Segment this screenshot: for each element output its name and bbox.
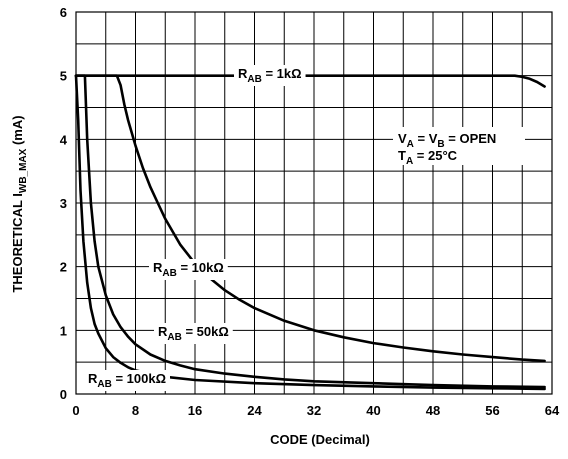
conditions-annotation: VA = VB = OPEN TA = 25°C [393,127,525,167]
y-axis-label-sub: WB_MAX [18,148,29,193]
annotation-ta-sub: A [406,156,413,167]
series-label-50k-group: RAB = 50kΩ [154,323,233,344]
series-group [74,74,546,391]
series-labels: RAB = 1kΩ RAB = 10kΩ RAB = 50kΩ RAB = 100kΩ [84,65,306,391]
annotation-open: = OPEN [445,131,497,146]
series-label-100k: RAB = 100kΩ [88,371,166,390]
grid [76,12,552,394]
y-tick-label: 1 [60,323,67,338]
y-axis-label: THEORETICAL IWB_MAX (mA) [10,115,29,292]
x-tick-label: 40 [366,403,380,418]
x-tick-label: 0 [72,403,79,418]
series-label-background [84,370,171,391]
y-axis-label-main: THEORETICAL I [10,193,25,292]
annotation-vb: = V [414,131,438,146]
series-label-1k-group: RAB = 1kΩ [234,65,306,86]
y-tick-label: 3 [60,196,67,211]
series-label-10k: RAB = 10kΩ [153,260,224,279]
y-tick-label: 2 [60,260,67,275]
x-tick-label: 8 [132,403,139,418]
x-axis-label: CODE (Decimal) [270,432,370,447]
series-label-background [149,259,228,280]
series-label-background [234,65,306,86]
series-label-10k-group: RAB = 10kΩ [149,259,228,280]
annotation-vb-sub: B [437,139,444,150]
annotation-va: V [398,131,407,146]
x-tick-label: 64 [545,403,560,418]
annotation-va-sub: A [407,139,414,150]
plot-frame [75,11,553,395]
series-line-10k [74,74,546,363]
y-tick-labels: 0 1 2 3 4 5 6 [60,5,68,402]
y-tick-label: 4 [60,132,68,147]
series-label-100k-group: RAB = 100kΩ [84,370,171,391]
annotation-ta: T [398,148,406,163]
series-label-1k: RAB = 1kΩ [238,66,302,85]
x-tick-labels: 0 8 16 24 32 40 48 56 64 [72,403,560,418]
annotation-line-2: TA = 25°C [398,148,458,167]
y-tick-label: 5 [60,69,67,84]
series-label-background [154,323,233,344]
series-line-50k [74,74,546,389]
x-tick-label: 32 [307,403,321,418]
series-line-1k [74,74,546,88]
series-line-100k [74,74,546,391]
annotation-temp: = 25°C [413,148,457,163]
annotation-line-1: VA = VB = OPEN [398,131,496,150]
series-label-50k: RAB = 50kΩ [158,324,229,343]
y-axis-label-unit: (mA) [10,115,25,148]
y-tick-label: 0 [60,387,67,402]
y-tick-label: 6 [60,5,67,20]
x-tick-label: 48 [426,403,440,418]
annotation-background [393,127,525,165]
x-tick-label: 16 [188,403,202,418]
x-tick-label: 56 [485,403,499,418]
x-tick-label: 24 [247,403,262,418]
